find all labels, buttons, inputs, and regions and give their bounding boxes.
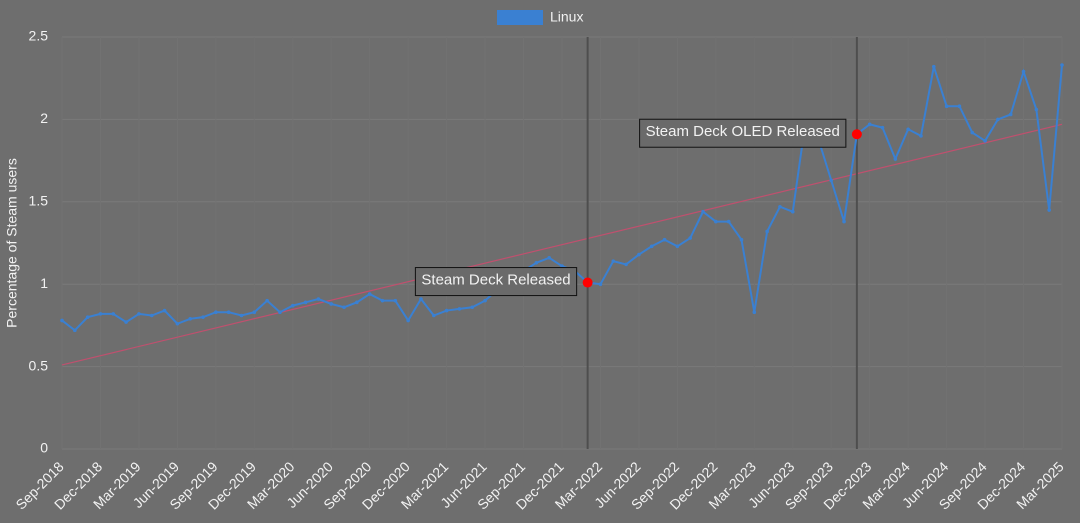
data-point <box>560 264 564 268</box>
data-point <box>278 310 282 315</box>
data-point <box>406 318 410 323</box>
data-point <box>778 204 782 209</box>
data-point <box>765 229 769 234</box>
data-point <box>188 317 193 321</box>
data-point <box>996 117 1000 122</box>
data-point <box>457 307 462 311</box>
trend-line <box>61 123 1063 366</box>
data-point <box>944 104 949 109</box>
data-point <box>688 236 693 240</box>
data-point <box>367 292 372 296</box>
data-point <box>483 298 487 303</box>
data-point <box>906 127 910 132</box>
annotation-label: Steam Deck OLED Released <box>646 123 840 140</box>
data-point <box>380 298 385 303</box>
data-point <box>662 237 667 242</box>
data-point <box>714 219 718 224</box>
data-point <box>931 64 936 69</box>
data-point <box>316 297 321 301</box>
data-point <box>201 315 205 319</box>
data-point <box>547 256 551 260</box>
y-tick-label: 1 <box>40 275 48 291</box>
data-point <box>1008 112 1013 117</box>
data-point <box>637 252 641 257</box>
data-point <box>624 262 628 267</box>
data-point <box>98 312 103 316</box>
annotation-box <box>414 267 578 297</box>
data-point <box>790 209 795 214</box>
y-tick-label: 0.5 <box>29 357 49 373</box>
annotation-marker <box>851 129 862 140</box>
data-point <box>893 157 898 161</box>
data-point <box>829 178 834 183</box>
data-point <box>867 122 872 127</box>
data-point <box>265 298 269 303</box>
data-point <box>329 302 334 306</box>
annotation-marker <box>582 277 593 288</box>
data-point <box>983 139 987 143</box>
data-point <box>85 315 90 319</box>
data-point <box>1034 107 1039 112</box>
data-point <box>1021 69 1026 74</box>
data-point <box>611 259 616 263</box>
data-point <box>534 260 539 265</box>
data-point <box>73 328 77 333</box>
data-point <box>649 244 654 249</box>
data-point <box>226 310 231 315</box>
data-point <box>111 312 116 316</box>
data-point <box>290 303 295 308</box>
data-point <box>970 130 975 135</box>
data-point <box>393 298 398 303</box>
data-point <box>752 310 757 315</box>
annotation-label: Steam Deck Released <box>421 272 570 289</box>
data-point <box>252 310 257 315</box>
data-point <box>214 310 218 315</box>
data-point <box>137 312 141 316</box>
data-point <box>1060 63 1064 67</box>
data-point <box>124 320 128 324</box>
annotation-box <box>639 118 847 148</box>
y-tick-label: 2.5 <box>29 28 49 44</box>
data-point <box>957 104 962 109</box>
data-point <box>1047 208 1051 212</box>
legend-label: Linux <box>550 9 583 25</box>
data-point <box>60 318 64 323</box>
data-point <box>149 313 154 318</box>
data-point <box>162 308 167 313</box>
data-point <box>701 209 705 214</box>
data-point <box>444 308 449 313</box>
data-point <box>470 305 475 310</box>
data-point <box>726 219 731 224</box>
y-tick-label: 2 <box>40 110 48 126</box>
data-point <box>419 297 423 301</box>
legend-swatch <box>497 10 543 25</box>
data-point <box>355 300 359 305</box>
data-point <box>342 305 346 310</box>
data-point <box>675 244 680 249</box>
data-point <box>919 134 923 138</box>
data-point <box>598 282 603 287</box>
data-point <box>303 300 308 305</box>
data-point <box>431 313 436 318</box>
data-point <box>175 321 180 326</box>
y-tick-label: 1.5 <box>29 193 49 209</box>
data-point <box>739 237 744 242</box>
data-point <box>880 125 885 130</box>
y-tick-label: 0 <box>40 440 48 456</box>
data-point <box>239 313 244 318</box>
data-point <box>842 219 846 224</box>
y-axis-title: Percentage of Steam users <box>4 158 20 328</box>
